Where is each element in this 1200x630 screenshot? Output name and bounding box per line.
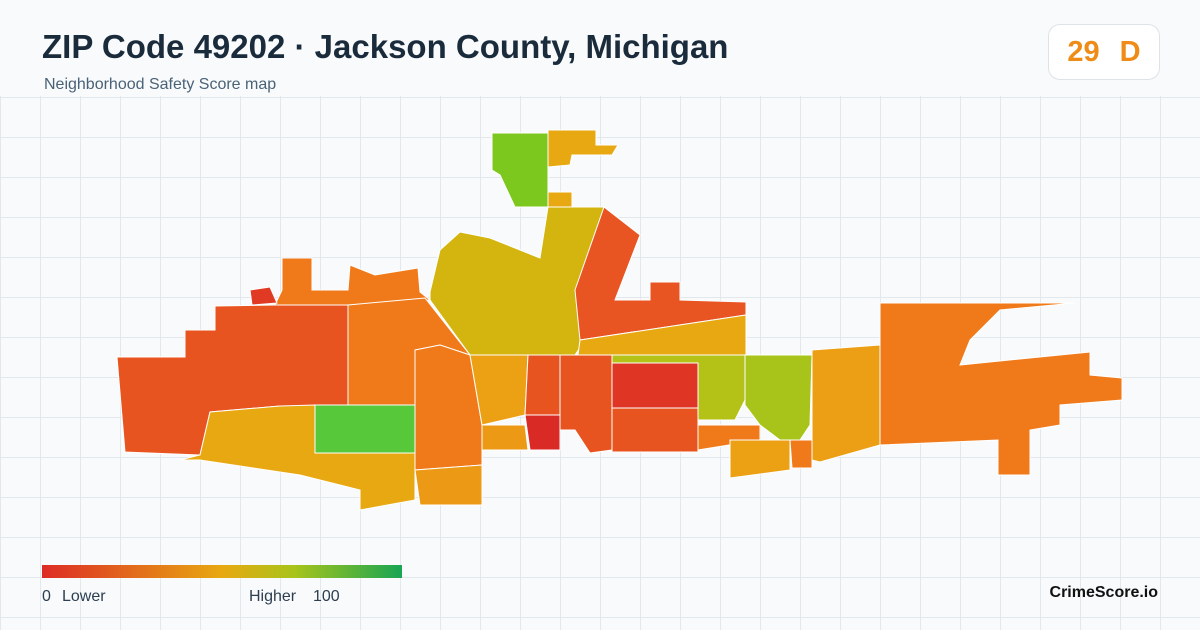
area xyxy=(611,362,699,409)
area xyxy=(524,354,561,416)
area xyxy=(729,439,791,479)
area xyxy=(314,404,416,454)
score-badge: 29 D xyxy=(1048,24,1160,80)
grade: D xyxy=(1119,35,1141,68)
legend-min-label: Lower xyxy=(62,588,106,605)
area xyxy=(559,354,613,454)
legend-min: 0 xyxy=(42,588,51,605)
area xyxy=(547,191,573,208)
area xyxy=(547,129,619,168)
area xyxy=(611,407,699,453)
score: 29 xyxy=(1067,35,1100,68)
legend-max-label: Higher xyxy=(249,588,297,605)
header xyxy=(0,0,1200,96)
area xyxy=(574,206,747,341)
area xyxy=(524,414,561,451)
area xyxy=(879,302,1123,476)
area xyxy=(274,257,432,306)
subtitle: Neighborhood Safety Score map xyxy=(44,76,277,93)
title: ZIP Code 49202 · Jackson County, Michiga… xyxy=(42,28,729,65)
legend-gradient xyxy=(42,565,402,578)
brand: CrimeScore.io xyxy=(1049,584,1158,601)
area xyxy=(811,344,881,463)
legend-max: 100 xyxy=(313,588,340,605)
area xyxy=(414,464,483,506)
area xyxy=(789,439,813,469)
area xyxy=(249,286,278,306)
area xyxy=(179,404,416,511)
area xyxy=(491,132,549,208)
area xyxy=(481,424,529,451)
